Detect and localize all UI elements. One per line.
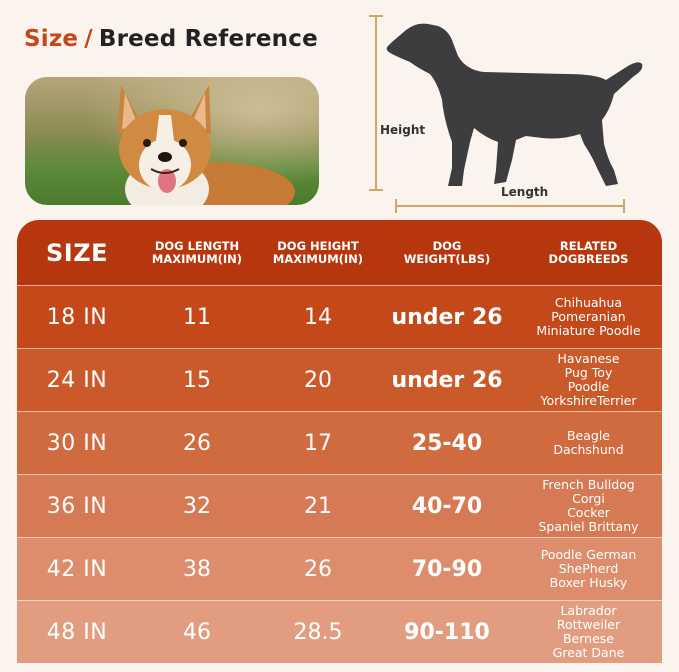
table-row: 36 IN 32 21 40-70 French Bulldog Corgi C… [17,474,662,537]
size-table: SIZE DOG LENGTH MAXIMUM(IN) DOG HEIGHT M… [17,220,662,668]
title-breed-word: Breed Reference [98,26,318,52]
dog-measurement-diagram [366,10,666,215]
length-label: Length [501,185,549,199]
row-weight: 40-70 [411,493,483,519]
table-row: 48 IN 46 28.5 90-110 Labrador Rottweiler… [17,600,662,663]
row-size: 18 IN [46,304,108,330]
row-height: 26 [304,556,332,582]
header-weight: DOG WEIGHT(LBS) [403,238,491,266]
row-weight: 70-90 [411,556,483,582]
height-label: Height [380,123,426,137]
row-breeds: Chihuahua Pomeranian Miniature Poodle [536,295,641,338]
row-breeds: Havanese Pug Toy Poodle YorkshireTerrier [540,351,637,408]
header-height: DOG HEIGHT MAXIMUM(IN) [272,238,364,266]
row-breeds: French Bulldog Corgi Cocker Spaniel Brit… [538,477,639,534]
row-weight: under 26 [391,367,503,393]
row-length: 32 [183,493,211,519]
row-length: 15 [183,367,211,393]
header-breeds: RELATED DOGBREEDS [548,238,629,266]
header-size: SIZE [45,238,108,267]
table-row: 42 IN 38 26 70-90 Poodle German ShePherd… [17,537,662,600]
row-length: 11 [183,304,211,330]
row-length: 38 [183,556,211,582]
row-breeds: Beagle Dachshund [553,428,624,457]
row-weight: 90-110 [404,619,490,645]
table-row: 18 IN 11 14 under 26 Chihuahua Pomerania… [17,285,662,348]
row-height: 28.5 [293,619,343,645]
row-height: 17 [304,430,332,456]
row-size: 36 IN [46,493,108,519]
row-weight: 25-40 [411,430,483,456]
row-size: 24 IN [46,367,108,393]
row-size: 48 IN [46,619,108,645]
row-height: 20 [304,367,332,393]
table-row: 24 IN 15 20 under 26 Havanese Pug Toy Po… [17,348,662,411]
header-length: DOG LENGTH MAXIMUM(IN) [151,238,243,266]
row-length: 26 [183,430,211,456]
row-length: 46 [183,619,211,645]
row-height: 21 [304,493,332,519]
title-slash: / [84,26,93,52]
row-breeds: Poodle German ShePherd Boxer Husky [540,547,637,590]
table-header: SIZE DOG LENGTH MAXIMUM(IN) DOG HEIGHT M… [17,220,662,285]
row-breeds: Labrador Rottweiler Bernese Great Dane [552,603,625,660]
row-height: 14 [304,304,332,330]
row-size: 30 IN [46,430,108,456]
title-size-word: Size [24,26,79,52]
row-size: 42 IN [46,556,108,582]
row-weight: under 26 [391,304,503,330]
page-title: Size / Breed Reference [24,26,318,52]
table-row: 30 IN 26 17 25-40 Beagle Dachshund [17,411,662,474]
corgi-photo [25,77,319,205]
